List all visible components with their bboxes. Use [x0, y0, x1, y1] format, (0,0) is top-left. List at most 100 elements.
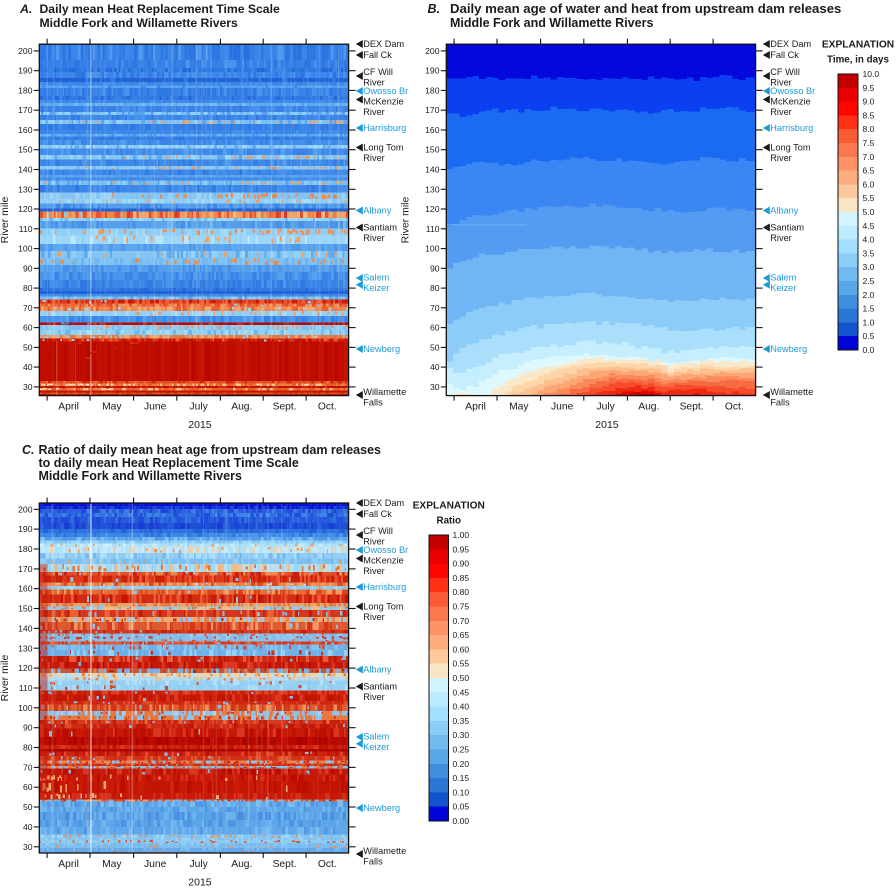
svg-text:3.0: 3.0 [863, 262, 875, 272]
svg-text:River: River [363, 153, 384, 163]
svg-text:Owosso Br: Owosso Br [770, 86, 815, 96]
svg-text:0.80: 0.80 [453, 587, 470, 597]
svg-text:160: 160 [18, 584, 33, 594]
svg-text:100: 100 [425, 244, 440, 254]
svg-text:Middle Fork and Willamette Riv: Middle Fork and Willamette Rivers [40, 16, 239, 30]
svg-text:Fall Ck: Fall Ck [363, 509, 392, 519]
svg-text:140: 140 [18, 164, 33, 174]
svg-text:DEX Dam: DEX Dam [363, 39, 404, 49]
svg-text:Falls: Falls [770, 398, 790, 408]
svg-text:River mile: River mile [400, 197, 412, 244]
svg-text:6.5: 6.5 [863, 166, 875, 176]
svg-text:60: 60 [23, 782, 33, 792]
svg-text:Daily mean Heat Replacement Ti: Daily mean Heat Replacement Time Scale [40, 2, 280, 16]
svg-text:180: 180 [18, 544, 33, 554]
svg-text:0.65: 0.65 [453, 630, 470, 640]
svg-text:DEX Dam: DEX Dam [363, 498, 404, 508]
svg-text:River: River [363, 692, 384, 702]
svg-text:9.5: 9.5 [863, 83, 875, 93]
svg-text:90: 90 [430, 263, 440, 273]
svg-text:Sept.: Sept. [273, 402, 297, 413]
svg-text:9.0: 9.0 [863, 97, 875, 107]
svg-text:2015: 2015 [595, 419, 619, 431]
svg-text:Long Tom: Long Tom [363, 143, 404, 153]
svg-text:140: 140 [425, 164, 440, 174]
svg-text:40: 40 [23, 822, 33, 832]
svg-text:April: April [58, 402, 79, 413]
svg-text:Willamette: Willamette [363, 387, 406, 397]
svg-text:Keizer: Keizer [363, 742, 389, 752]
svg-text:200: 200 [18, 46, 33, 56]
svg-text:Newberg: Newberg [363, 803, 400, 813]
svg-text:to daily mean Heat Replacement: to daily mean Heat Replacement Time Scal… [39, 456, 299, 470]
svg-text:10.0: 10.0 [863, 69, 880, 79]
svg-text:150: 150 [18, 145, 33, 155]
svg-text:1.00: 1.00 [453, 530, 470, 540]
svg-text:Owosso Br: Owosso Br [363, 86, 408, 96]
svg-text:180: 180 [18, 85, 33, 95]
svg-text:June: June [144, 402, 167, 413]
svg-text:2.0: 2.0 [863, 290, 875, 300]
svg-text:110: 110 [19, 224, 33, 234]
svg-text:Middle Fork and Willamette Riv: Middle Fork and Willamette Rivers [39, 469, 242, 483]
svg-text:0.20: 0.20 [453, 759, 470, 769]
svg-text:River: River [363, 107, 384, 117]
svg-text:Oct.: Oct. [318, 402, 337, 413]
svg-text:Harrisburg: Harrisburg [363, 123, 406, 133]
svg-text:0.35: 0.35 [453, 716, 470, 726]
svg-text:May: May [102, 402, 122, 413]
svg-text:190: 190 [425, 66, 440, 76]
svg-text:50: 50 [430, 342, 440, 352]
svg-text:200: 200 [18, 504, 33, 514]
svg-text:Keizer: Keizer [363, 283, 389, 293]
svg-text:8.5: 8.5 [863, 110, 875, 120]
svg-text:Ratio of daily mean heat age f: Ratio of daily mean heat age from upstre… [39, 443, 382, 457]
svg-text:170: 170 [18, 564, 33, 574]
svg-text:Long Tom: Long Tom [770, 143, 811, 153]
svg-text:160: 160 [18, 125, 33, 135]
svg-text:Fall Ck: Fall Ck [363, 50, 392, 60]
svg-text:0.50: 0.50 [453, 673, 470, 683]
svg-text:60: 60 [430, 323, 440, 333]
svg-text:Falls: Falls [363, 857, 383, 867]
svg-text:6.0: 6.0 [863, 179, 875, 189]
svg-text:80: 80 [23, 743, 33, 753]
svg-text:0.55: 0.55 [453, 659, 470, 669]
svg-text:Harrisburg: Harrisburg [363, 582, 406, 592]
svg-text:0.85: 0.85 [453, 573, 470, 583]
svg-text:0.90: 0.90 [453, 559, 470, 569]
svg-text:C.: C. [22, 443, 35, 457]
svg-text:Long Tom: Long Tom [363, 602, 404, 612]
svg-text:Newberg: Newberg [770, 344, 807, 354]
svg-text:170: 170 [425, 105, 440, 115]
svg-text:May: May [102, 859, 122, 870]
svg-text:DEX Dam: DEX Dam [770, 39, 811, 49]
svg-text:200: 200 [425, 46, 440, 56]
svg-text:River: River [770, 107, 791, 117]
svg-text:160: 160 [425, 125, 440, 135]
svg-text:7.5: 7.5 [863, 138, 875, 148]
svg-text:30: 30 [23, 382, 33, 392]
svg-text:5.5: 5.5 [863, 193, 875, 203]
svg-text:CF Will: CF Will [770, 67, 800, 77]
svg-text:70: 70 [23, 303, 33, 313]
svg-text:0.45: 0.45 [453, 687, 470, 697]
svg-text:Oct.: Oct. [318, 859, 337, 870]
svg-text:McKenzie: McKenzie [363, 97, 403, 107]
svg-text:5.0: 5.0 [863, 207, 875, 217]
svg-text:80: 80 [430, 283, 440, 293]
svg-text:130: 130 [18, 184, 33, 194]
svg-text:Albany: Albany [770, 206, 798, 216]
svg-text:2015: 2015 [188, 877, 212, 888]
svg-text:70: 70 [23, 762, 33, 772]
svg-text:0.25: 0.25 [453, 745, 470, 755]
svg-text:May: May [509, 402, 529, 413]
svg-text:150: 150 [18, 604, 33, 614]
svg-text:60: 60 [23, 323, 33, 333]
svg-text:130: 130 [425, 184, 440, 194]
svg-text:Willamette: Willamette [770, 387, 813, 397]
svg-text:River mile: River mile [0, 655, 11, 702]
svg-text:100: 100 [18, 244, 33, 254]
svg-text:June: June [144, 859, 167, 870]
svg-text:Willamette: Willamette [363, 846, 406, 856]
